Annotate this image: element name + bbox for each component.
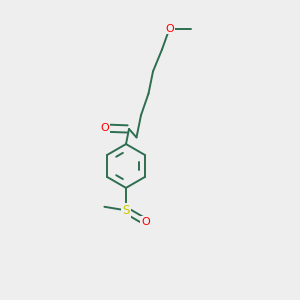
Text: O: O — [100, 123, 109, 133]
Text: S: S — [122, 204, 130, 217]
Text: O: O — [165, 23, 174, 34]
Text: O: O — [141, 217, 150, 227]
